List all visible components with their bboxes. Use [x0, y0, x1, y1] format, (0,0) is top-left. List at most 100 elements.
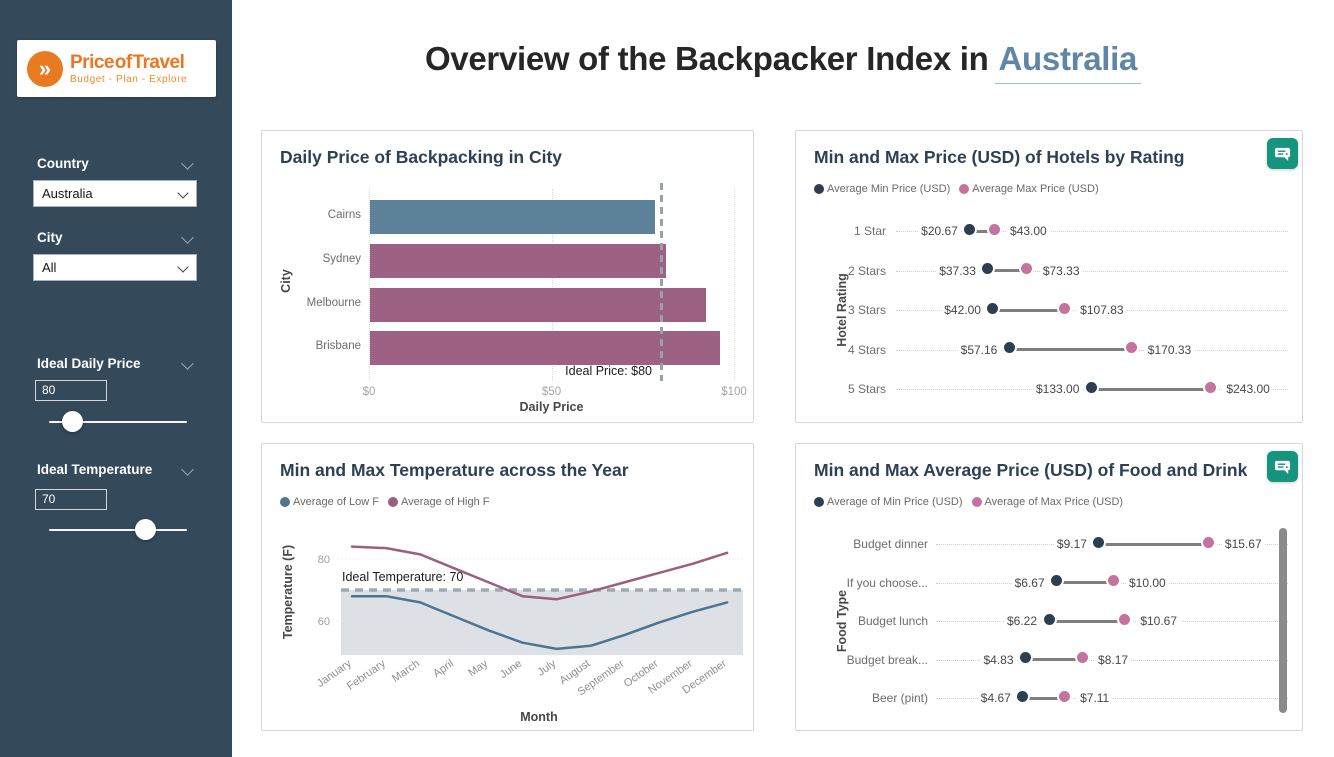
max-value-label: $43.00 [1007, 222, 1050, 240]
max-value-label: $8.17 [1095, 650, 1132, 669]
ideal-daily-price-slider-track[interactable] [49, 411, 187, 432]
min-dot[interactable] [1001, 340, 1017, 355]
max-dot[interactable] [986, 221, 1002, 237]
bar-cairns[interactable] [370, 200, 655, 234]
legend: Average of Min Price (USD) Average of Max… [814, 496, 1132, 508]
comments-icon[interactable] [1267, 451, 1298, 482]
country-collapse-chevron-icon[interactable] [181, 157, 194, 170]
page-title: Overview of the Backpacker Index in Austr… [232, 40, 1334, 84]
chevron-down-icon [177, 187, 189, 199]
temperature-chart-card: Min and Max Temperature across the Year … [261, 443, 754, 731]
max-dot[interactable] [1056, 300, 1072, 316]
max-dot[interactable] [1202, 379, 1218, 395]
logo-globe-arrow-icon: » [27, 50, 63, 87]
legend-item[interactable]: Average Max Price (USD) [959, 183, 1099, 195]
ideal-daily-price-input[interactable]: 80 [35, 380, 107, 401]
max-value-label: $73.33 [1039, 261, 1083, 280]
report-canvas: Overview of the Backpacker Index in Austr… [232, 0, 1334, 757]
ideal-temperature-slider-track[interactable] [49, 519, 187, 540]
y-axis-title: Hotel Rating [835, 273, 849, 347]
min-value-label: $9.17 [1053, 535, 1090, 553]
max-value-label: $7.11 [1077, 689, 1113, 707]
legend-dot-icon [959, 184, 970, 194]
max-dot[interactable] [1019, 261, 1035, 276]
x-axis-title: Month [520, 710, 557, 724]
legend-item[interactable]: Average Min Price (USD) [814, 183, 950, 195]
legend-item[interactable]: Average of Min Price (USD) [814, 496, 963, 508]
legend-item[interactable]: Average of Max Price (USD) [971, 496, 1123, 508]
min-dot[interactable] [1091, 534, 1107, 550]
bar-melbourne[interactable] [370, 287, 706, 322]
chart-scrollbar[interactable] [1279, 528, 1287, 713]
max-dot[interactable] [1056, 688, 1072, 704]
min-dot[interactable] [1083, 379, 1099, 395]
min-dot[interactable] [1041, 611, 1057, 627]
temperature-line-chart[interactable]: 60 80 Ideal Temperature: 70 January February… [262, 444, 753, 730]
average-of-low-f-line[interactable] [350, 594, 729, 651]
min-value-label: $6.67 [1011, 573, 1048, 592]
country-select-value: Australia [42, 186, 93, 201]
legend-label: Average of High F [401, 496, 490, 508]
min-dot[interactable] [980, 261, 996, 276]
max-value-label: $170.33 [1144, 340, 1195, 359]
max-dot[interactable] [1124, 340, 1140, 355]
min-value-label: $6.22 [1004, 612, 1041, 630]
max-dot[interactable] [1105, 573, 1121, 588]
bar-sydney[interactable] [370, 243, 666, 278]
category-label: 3 Stars [847, 303, 886, 317]
daily-price-bar-chart[interactable]: $0 $50 $100 Cairns Sydney Melbourne Brisbane Id… [262, 131, 753, 422]
y-tick-label: 80 [318, 554, 330, 566]
legend-item[interactable]: Average of Low F [280, 496, 379, 508]
legend-item[interactable]: Average of High F [388, 496, 489, 508]
city-collapse-chevron-icon[interactable] [181, 231, 194, 244]
country-select[interactable]: Australia [33, 180, 197, 207]
max-dot[interactable] [1074, 650, 1090, 665]
min-value-label: $20.67 [918, 222, 961, 240]
min-dot[interactable] [962, 221, 978, 237]
chevron-down-icon [177, 261, 189, 273]
y-axis-title: City [279, 269, 293, 293]
min-dot[interactable] [1018, 650, 1034, 665]
legend: Average of Low F Average of High F [280, 496, 498, 508]
legend-dot-icon [971, 497, 982, 507]
x-tick-label: May [466, 657, 490, 679]
category-label: Brisbane [315, 340, 361, 353]
max-value-label: $10.00 [1126, 573, 1169, 592]
ideal-price-label: Ideal Price: $80 [565, 364, 652, 378]
average-of-high-f-line[interactable] [350, 545, 729, 601]
ideal-temperature-label: Ideal Temperature [37, 462, 153, 477]
connector-line [1024, 696, 1067, 700]
ideal-daily-price-chevron-icon[interactable] [181, 357, 194, 370]
hotel-price-chart-card: Min and Max Price (USD) of Hotels by Rat… [795, 130, 1303, 423]
min-dot[interactable] [985, 300, 1001, 316]
row-leader-line [896, 231, 1288, 232]
category-label: If you choose... [846, 575, 928, 590]
min-dot[interactable] [1049, 573, 1065, 588]
comments-icon[interactable] [1267, 138, 1298, 169]
min-value-label: $4.83 [980, 650, 1017, 669]
max-dot[interactable] [1116, 611, 1132, 627]
min-value-label: $4.67 [977, 689, 1014, 707]
y-axis-title: Food Type [835, 589, 849, 653]
ideal-temperature-input[interactable]: 70 [35, 489, 107, 510]
hotel-price-dumbbell-chart[interactable]: 1 Star $20.67 $43.00 2 Stars $37.33 $73.33 3 S… [796, 131, 1302, 422]
ideal-daily-price-slider-knob[interactable] [61, 411, 83, 432]
city-select[interactable]: All [33, 254, 197, 281]
ideal-temperature-label: Ideal Temperature: 70 [342, 570, 463, 584]
legend-dot-icon [280, 497, 290, 507]
category-label: Beer (pint) [871, 691, 928, 705]
city-select-value: All [42, 260, 57, 275]
ideal-price-reference-line [659, 183, 663, 381]
ideal-temperature-chevron-icon[interactable] [181, 463, 194, 476]
max-dot[interactable] [1201, 534, 1217, 550]
comment-card-glyph [1274, 460, 1291, 475]
food-price-dumbbell-chart[interactable]: Budget dinner $9.17 $15.67 If you choose...… [796, 444, 1302, 730]
ideal-temperature-slider-knob[interactable] [135, 519, 157, 540]
bar-brisbane[interactable] [370, 331, 721, 366]
x-tick-label: $0 [362, 386, 376, 398]
x-tick-label: March [390, 658, 422, 685]
min-dot[interactable] [1015, 688, 1031, 704]
category-label: Sydney [322, 252, 361, 265]
